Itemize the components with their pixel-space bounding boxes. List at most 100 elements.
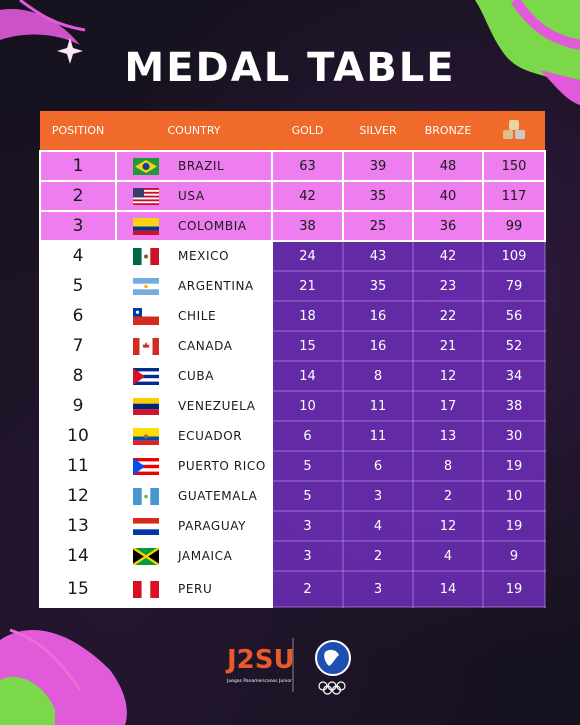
table-row: 13 PARAGUAY 3 4 12 19 xyxy=(39,510,546,542)
country-name: JAMAICA xyxy=(178,549,233,563)
country-name: CUBA xyxy=(178,369,215,383)
canada-flag-icon xyxy=(133,337,159,355)
panam-sports-logo xyxy=(315,640,351,676)
total-cell: 38 xyxy=(482,390,546,422)
gold-cell: 21 xyxy=(271,270,344,302)
position-cell: 15 xyxy=(39,570,117,608)
silver-cell: 35 xyxy=(342,270,414,302)
total-cell: 56 xyxy=(482,300,546,332)
silver-cell: 25 xyxy=(342,210,414,242)
header-total xyxy=(483,111,545,151)
gold-cell: 15 xyxy=(271,330,344,362)
jamaica-flag-icon xyxy=(133,547,159,565)
silver-cell: 4 xyxy=(342,510,414,542)
chile-flag-icon xyxy=(133,307,159,325)
country-name: COLOMBIA xyxy=(178,219,247,233)
position-cell: 11 xyxy=(39,450,117,482)
position-cell: 3 xyxy=(39,210,117,242)
silver-cell: 39 xyxy=(342,150,414,182)
bronze-cell: 48 xyxy=(412,150,484,182)
total-cell: 30 xyxy=(482,420,546,452)
country-name: PARAGUAY xyxy=(178,519,247,533)
top-left-decoration xyxy=(0,0,86,64)
position-cell: 13 xyxy=(39,510,117,542)
table-row: 7 CANADA 15 16 21 52 xyxy=(39,330,546,362)
total-cell: 99 xyxy=(482,210,546,242)
gold-cell: 5 xyxy=(271,450,344,482)
gold-cell: 10 xyxy=(271,390,344,422)
bottom-left-decoration xyxy=(0,628,127,725)
silver-cell: 6 xyxy=(342,450,414,482)
table-row: 4 MEXICO 24 43 42 109 xyxy=(39,240,546,272)
position-cell: 5 xyxy=(39,270,117,302)
cuba-flag-icon xyxy=(133,367,159,385)
country-name: PERU xyxy=(178,582,213,596)
table-row: 3 COLOMBIA 38 25 36 99 xyxy=(39,210,546,242)
total-cell: 19 xyxy=(482,450,546,482)
country-cell: COLOMBIA xyxy=(115,210,273,242)
gold-cell: 24 xyxy=(271,240,344,272)
position-cell: 9 xyxy=(39,390,117,422)
country-name: PUERTO RICO xyxy=(178,459,266,473)
guatemala-flag-icon xyxy=(133,487,159,505)
position-cell: 7 xyxy=(39,330,117,362)
header-silver: SILVER xyxy=(343,111,413,151)
gold-cell: 18 xyxy=(271,300,344,332)
usa-flag-icon xyxy=(133,187,159,205)
header-gold: GOLD xyxy=(272,111,343,151)
table-row: 11 PUERTO RICO 5 6 8 19 xyxy=(39,450,546,482)
country-cell: JAMAICA xyxy=(115,540,273,572)
position-cell: 10 xyxy=(39,420,117,452)
country-cell: USA xyxy=(115,180,273,212)
country-name: GUATEMALA xyxy=(178,489,258,503)
country-cell: PARAGUAY xyxy=(115,510,273,542)
country-name: CHILE xyxy=(178,309,217,323)
total-cell: 150 xyxy=(482,150,546,182)
position-cell: 6 xyxy=(39,300,117,332)
country-cell: PUERTO RICO xyxy=(115,450,273,482)
table-row: 1 BRAZIL 63 39 48 150 xyxy=(39,150,546,182)
table-row: 9 VENEZUELA 10 11 17 38 xyxy=(39,390,546,422)
header-country: COUNTRY xyxy=(116,111,272,151)
bronze-cell: 21 xyxy=(412,330,484,362)
country-cell: BRAZIL xyxy=(115,150,273,182)
country-cell: CUBA xyxy=(115,360,273,392)
colombia-flag-icon xyxy=(133,217,159,235)
peru-flag-icon xyxy=(133,580,159,598)
country-name: BRAZIL xyxy=(178,159,225,173)
olympic-rings-icon xyxy=(318,681,346,695)
mexico-flag-icon xyxy=(133,247,159,265)
country-cell: PERU xyxy=(115,570,273,608)
total-cell: 19 xyxy=(482,570,546,608)
bronze-cell: 4 xyxy=(412,540,484,572)
footer-logos: J2SU Juegos Panamericanos Junior xyxy=(225,638,351,695)
ecuador-flag-icon xyxy=(133,427,159,445)
silver-cell: 8 xyxy=(342,360,414,392)
table-row: 5 ARGENTINA 21 35 23 79 xyxy=(39,270,546,302)
gold-cell: 42 xyxy=(271,180,344,212)
country-cell: CHILE xyxy=(115,300,273,332)
silver-cell: 16 xyxy=(342,300,414,332)
gold-cell: 3 xyxy=(271,510,344,542)
country-name: ECUADOR xyxy=(178,429,243,443)
position-cell: 1 xyxy=(39,150,117,182)
bronze-cell: 13 xyxy=(412,420,484,452)
table-row: 10 ECUADOR 6 11 13 30 xyxy=(39,420,546,452)
country-name: VENEZUELA xyxy=(178,399,256,413)
puerto-rico-flag-icon xyxy=(133,457,159,475)
silver-cell: 3 xyxy=(342,480,414,512)
argentina-flag-icon xyxy=(133,277,159,295)
paraguay-flag-icon xyxy=(133,517,159,535)
country-cell: CANADA xyxy=(115,330,273,362)
country-name: USA xyxy=(178,189,205,203)
event-logo: J2SU xyxy=(225,645,295,675)
brazil-flag-icon xyxy=(133,157,159,175)
position-cell: 4 xyxy=(39,240,117,272)
silver-cell: 2 xyxy=(342,540,414,572)
gold-cell: 38 xyxy=(271,210,344,242)
country-name: ARGENTINA xyxy=(178,279,254,293)
stacked-medals-icon xyxy=(503,120,525,139)
gold-cell: 6 xyxy=(271,420,344,452)
event-logo-caption: Juegos Panamericanos Junior xyxy=(226,678,292,684)
bronze-cell: 12 xyxy=(412,510,484,542)
